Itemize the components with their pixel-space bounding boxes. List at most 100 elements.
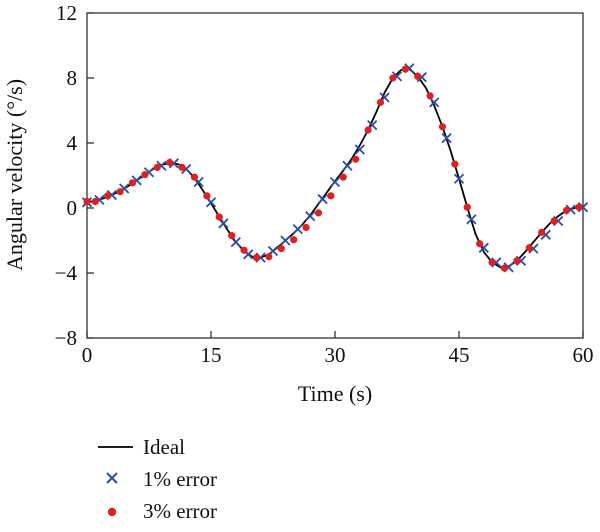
y-axis-title: Angular velocity (°/s) (2, 79, 27, 271)
legend-ideal-label: Ideal (143, 435, 185, 459)
x-mark-stroke-b (528, 243, 539, 254)
series-3pct-point-23 (364, 126, 372, 134)
plot-frame (86, 12, 584, 339)
series-3pct-point-13 (240, 246, 248, 254)
series-1pct-point-22 (354, 144, 365, 155)
series-1pct-point-21 (342, 160, 353, 171)
series-3pct-point-33 (488, 258, 496, 267)
y-tick-label-0: −8 (55, 326, 77, 350)
x-tick-label-0: 0 (82, 343, 93, 367)
series-3pct-point-11 (215, 213, 223, 221)
series-3pct-point-0 (83, 197, 91, 206)
x-mark-stroke-b (243, 249, 254, 260)
series-3pct-point-3 (116, 188, 124, 196)
series-3pct-point-4 (128, 179, 137, 187)
legend-1pct-x-marker-icon (106, 472, 118, 484)
series-1pct-point-28 (429, 97, 440, 108)
legend: Ideal 1% error 3% error (98, 435, 217, 523)
series-3pct-point-27 (414, 72, 422, 80)
x-mark-stroke-b (329, 176, 341, 188)
series-3pct-point-26 (401, 65, 409, 73)
x-mark-stroke-b (205, 197, 217, 208)
y-tick-label-1: −4 (55, 261, 78, 285)
x-tick-label-3: 45 (449, 343, 470, 367)
series-3pct-point-8 (178, 163, 186, 171)
x-tick-label-1: 15 (201, 343, 222, 367)
series-3pct-point-2 (104, 192, 112, 200)
x-mark-stroke-b (441, 132, 452, 144)
x-mark-stroke-b (342, 160, 353, 171)
x-mark-stroke-b (218, 218, 229, 229)
x-tick-label-4: 60 (573, 343, 594, 367)
series-layer (81, 63, 589, 273)
series-3pct-point-36 (525, 244, 533, 252)
series-3pct-point-6 (153, 163, 161, 171)
y-tick-label-5: 12 (56, 1, 77, 25)
series-ideal-line (86, 68, 584, 269)
series-1pct-point-19 (317, 193, 328, 205)
x-mark-stroke-b (280, 235, 291, 246)
series-3pct-point-38 (550, 217, 558, 225)
series-3pct-point-29 (438, 123, 447, 131)
series-3pct-point-40 (575, 203, 583, 211)
series-1pct-point-30 (453, 173, 465, 184)
x-mark-stroke-b (478, 242, 489, 253)
series-3pct-point-22 (352, 155, 360, 163)
series-3pct-point-39 (562, 206, 571, 215)
legend-1pct-label: 1% error (143, 467, 217, 491)
x-axis-title: Time (s) (298, 381, 372, 406)
x-tick-label-2: 30 (325, 343, 346, 367)
x-mark-stroke-b (230, 236, 241, 248)
series-3pct-point-10 (203, 192, 211, 200)
series-1pct-point-11 (218, 218, 229, 229)
x-mark-stroke-b (429, 97, 440, 108)
series-3pct-point-7 (166, 158, 174, 167)
axis-ticks (86, 12, 584, 339)
series-3pct-point-5 (141, 171, 149, 179)
series-3pct-point-31 (463, 203, 471, 211)
series-3pct-point-20 (327, 192, 335, 200)
legend-3pct-label: 3% error (143, 499, 217, 523)
series-3pct-point-12 (228, 232, 236, 240)
series-3pct-point-9 (190, 173, 199, 181)
series-3pct-point-18 (302, 223, 310, 232)
series-1pct-point-31 (466, 214, 477, 225)
series-1pct-point-17 (292, 223, 303, 235)
x-mark-stroke-b (193, 176, 204, 188)
series-3pct-point-32 (476, 240, 484, 248)
series-1pct-point-18 (305, 210, 316, 222)
series-1pct-point-16 (280, 235, 291, 246)
series-3pct-point-30 (451, 160, 459, 168)
x-mark-stroke-b (466, 214, 477, 225)
x-mark-stroke-b (292, 223, 303, 235)
x-mark-stroke-b (181, 163, 192, 175)
y-tick-label-2: 0 (67, 196, 78, 220)
series-3pct-point-24 (376, 98, 385, 106)
series-3pct-point-25 (389, 74, 397, 82)
x-mark-stroke-b (453, 173, 465, 184)
x-mark-stroke-b (354, 144, 365, 155)
axis-tick-labels: 0 15 30 45 60 −8 −4 0 4 8 12 (55, 1, 594, 367)
series-1pct-point-20 (329, 176, 341, 188)
series-3pct-point-14 (252, 253, 261, 262)
x-mark-stroke-b (168, 158, 179, 169)
series-1pct-point-29 (441, 132, 452, 144)
series-3pct-point-34 (500, 264, 509, 272)
series-3pct-point-21 (339, 173, 347, 181)
series-3pct-point-16 (277, 245, 285, 253)
series-3pct-point-1 (91, 197, 99, 206)
series-3pct-point-37 (538, 228, 546, 236)
x-mark-stroke-b (317, 193, 328, 205)
series-3pct-point-15 (265, 253, 273, 261)
x-mark-stroke-b (305, 210, 316, 222)
x-mark-stroke-b (540, 229, 551, 240)
y-tick-label-3: 4 (67, 131, 78, 155)
series-3pct-point-17 (290, 236, 298, 244)
series-3pct-point-35 (513, 257, 521, 265)
series-3pct-point-28 (426, 92, 434, 100)
x-mark-stroke-b (416, 72, 427, 83)
legend-3pct-dot-marker-icon (107, 507, 117, 517)
y-tick-label-4: 8 (67, 66, 78, 90)
series-1pct-point-10 (205, 197, 217, 208)
